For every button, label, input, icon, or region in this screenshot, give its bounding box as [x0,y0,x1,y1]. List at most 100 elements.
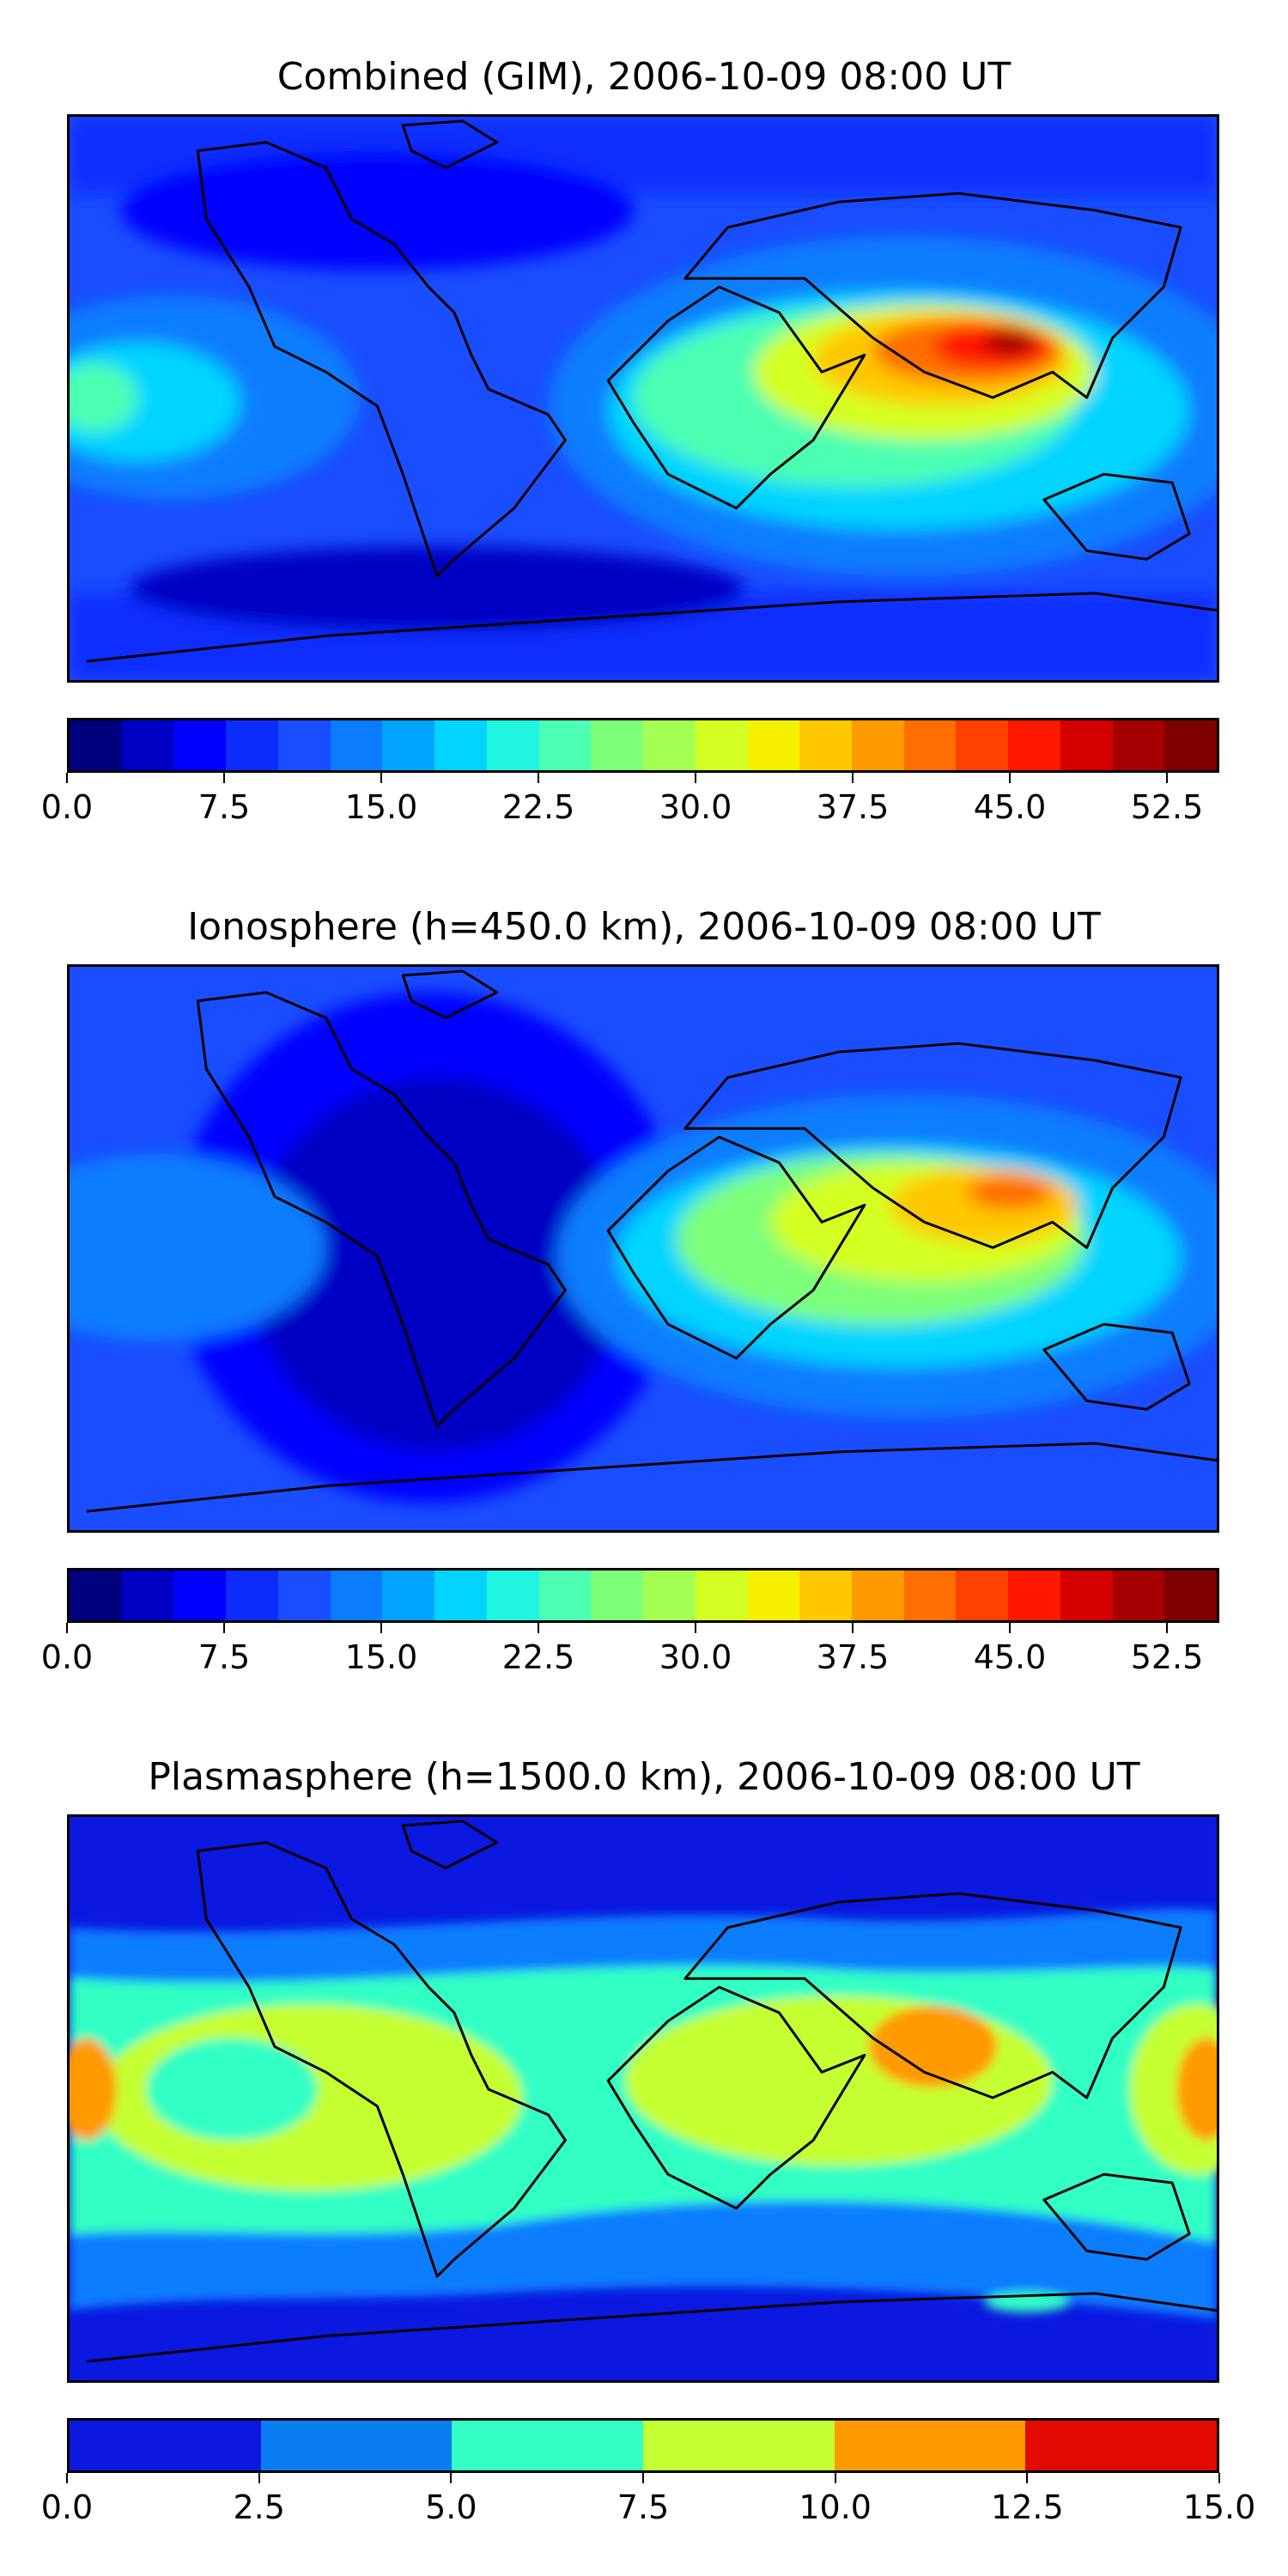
colorbar-tick-label: 37.5 [816,788,890,826]
colorbar-segment [643,720,696,770]
colorbar-segment [70,720,122,770]
colorbar-segment [799,1571,853,1620]
colorbar-tick-label: 22.5 [501,788,575,826]
coastlines [86,119,1217,663]
colorbar-segment [695,720,748,770]
colorbar-ticks-ionosphere: 0.0 7.5 15.0 22.5 30.0 37.5 45.0 52.5 [41,1623,1219,1676]
colorbar-segment [173,1571,227,1620]
colorbar-segment [747,720,800,770]
colorbar-segment [643,1571,696,1620]
colorbar-tick [223,1623,225,1633]
colorbar-tick [380,773,382,783]
combined-map [67,114,1219,683]
colorbar-tick-label: 15.0 [344,788,418,826]
colorbar-tick [538,1623,539,1633]
chart-title-ionosphere: Ionosphere (h=450.0 km), 2006-10-09 08:0… [187,905,1101,949]
colorbar-tick-label: 5.0 [425,2488,477,2526]
colorbar-tick [1009,1623,1011,1633]
colorbar-tick [66,1623,68,1633]
colorbar-segment [1008,1571,1060,1620]
colorbar-segment [382,1571,435,1620]
colorbar-tick-label: 7.5 [197,788,251,826]
colorbar-segment [434,1571,487,1620]
colorbar-plasmasphere [67,2418,1219,2473]
colorbar-segment [538,1571,592,1620]
colorbar-segment [277,720,331,770]
colorbar-tick-label: 2.5 [233,2488,285,2526]
colorbar-tick [1166,773,1168,783]
coastlines [86,969,1217,1513]
colorbar-tick-label: 0.0 [40,1638,94,1676]
colorbar-tick [66,2473,68,2483]
colorbar-segment [799,720,853,770]
colorbar-segment [121,1571,174,1620]
colorbar-tick-label: 7.5 [197,1638,251,1676]
colorbar-combined [67,718,1219,773]
colorbar-tick-label: 12.5 [991,2488,1064,2526]
colorbar-segment [1060,1571,1113,1620]
plasmasphere-map [67,1814,1219,2383]
colorbar-segment [70,1571,122,1620]
colorbar-tick-label: 52.5 [1130,1638,1204,1676]
colorbar-tick-label: 22.5 [501,1638,575,1676]
colorbar-segment [747,1571,800,1620]
chart-title-combined: Combined (GIM), 2006-10-09 08:00 UT [276,55,1012,99]
colorbar-segment [956,1571,1009,1620]
combined-map-svg [70,117,1217,680]
colorbar-tick [1166,1623,1168,1633]
colorbar-tick-label: 15.0 [1182,2488,1256,2526]
colorbar-tick [1009,773,1011,783]
colorbar-segment [591,1571,644,1620]
colorbar-segment [330,720,383,770]
colorbar-tick-label: 7.5 [617,2488,670,2526]
colorbar-segment [903,720,957,770]
colorbar-tick-label: 15.0 [344,1638,418,1676]
colorbar-segment [643,2421,835,2470]
ionosphere-map-svg [70,967,1217,1530]
colorbar-tick-label: 45.0 [973,1638,1047,1676]
colorbar-tick [538,773,539,783]
colorbar-segment [382,720,435,770]
colorbar-segment [591,720,644,770]
colorbar-tick-label: 0.0 [40,2488,94,2526]
colorbar-ticks-plasmasphere: 0.0 2.5 5.0 7.5 10.0 12.5 15.0 [41,2473,1255,2526]
colorbar-segment [330,1571,383,1620]
colorbar-tick [380,1623,382,1633]
colorbar-tick [852,1623,854,1633]
colorbar-tick [695,773,696,783]
colorbar-segment [903,1571,957,1620]
colorbar-ionosphere [67,1568,1219,1623]
colorbar-tick-label: 10.0 [799,2488,872,2526]
colorbar-segment [121,720,174,770]
coastlines [86,1820,1217,2363]
colorbar-tick-label: 45.0 [973,788,1047,826]
colorbar-segment [173,720,227,770]
colorbar-tick [66,773,68,783]
colorbar-segment [1060,720,1113,770]
colorbar-segment [852,1571,904,1620]
colorbar-segment [538,720,592,770]
colorbar-tick [695,1623,696,1633]
colorbar-tick [450,2473,453,2483]
colorbar-tick-label: 30.0 [659,788,732,826]
colorbar-tick-label: 52.5 [1130,788,1204,826]
contour-fills [70,992,1217,1504]
colorbar-segment [1112,1571,1165,1620]
plasmasphere-map-svg [70,1817,1217,2380]
colorbar-segment [226,1571,278,1620]
colorbar-segment [834,2421,1026,2470]
colorbar-segment [1164,720,1217,770]
colorbar-segment [452,2421,644,2470]
colorbar-tick [834,2473,836,2483]
colorbar-tick-label: 37.5 [816,1638,890,1676]
colorbar-segment [1025,2421,1217,2470]
colorbar-segment [226,720,278,770]
colorbar-segment [260,2421,453,2470]
colorbar-segment [1008,720,1060,770]
chart-title-plasmasphere: Plasmasphere (h=1500.0 km), 2006-10-09 0… [148,1755,1140,1799]
colorbar-tick-label: 0.0 [40,788,94,826]
colorbar-segment [486,720,539,770]
colorbar-segment [277,1571,331,1620]
colorbar-tick [223,773,225,783]
colorbar-tick [1026,2473,1029,2483]
